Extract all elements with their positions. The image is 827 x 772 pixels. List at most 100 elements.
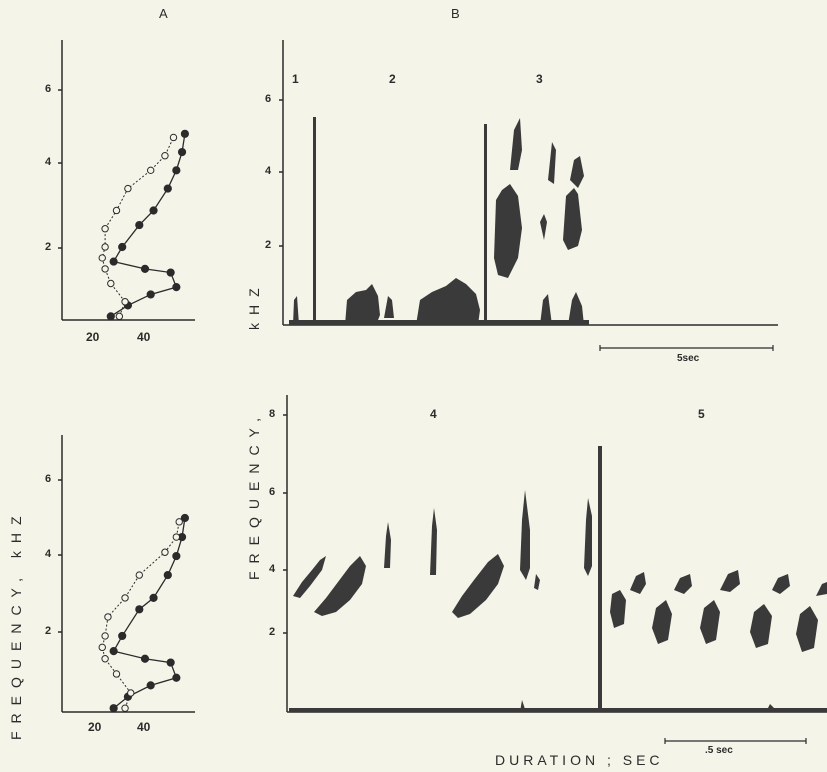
call-blob [570,156,584,188]
y-axis-label-frequency: FREQUENCY, [246,410,262,580]
data-point-open [115,312,124,321]
x-axis-label: DURATION ; SEC [495,752,664,768]
a-bottom-y-tick: 4 [45,548,52,560]
call-blob [540,294,552,325]
panel-b-label: B [451,6,460,21]
call-blob [293,556,326,598]
baseline-smear [289,708,827,712]
data-point-filled [109,257,118,266]
spectrogram-top-axes [279,40,778,326]
panel-a-top [58,40,195,321]
call-blob [416,278,480,325]
spec-bottom-y-tick: 6 [269,486,276,498]
data-point-filled [172,283,181,292]
data-point-open [112,670,121,678]
baseline-smear [289,320,589,325]
call-blob [750,604,772,648]
data-point-open [101,655,109,663]
call-blob [652,600,672,644]
data-point-open [135,571,144,579]
call-blob [384,296,394,318]
call-blob [510,118,522,170]
spec-bottom-y-tick: 8 [269,408,276,420]
call-blob [345,284,380,325]
call-blob [430,508,437,575]
series-line-open [101,521,180,709]
data-point-filled [149,593,158,603]
call-blob [674,574,692,594]
data-point-filled [163,570,172,580]
data-point-filled [109,704,118,713]
data-point-filled [172,551,181,561]
scale-bar-bottom [664,738,807,744]
data-point-filled [118,631,127,641]
panel-a-top-series [98,129,189,321]
call-blob [630,572,646,594]
data-point-open [101,243,109,251]
data-point-filled [172,166,181,175]
call-blob [796,606,818,652]
call-blob [700,600,720,644]
data-point-open [172,533,181,541]
data-point-open [124,184,132,193]
y-axis-label-left: FREQUENCY, kHZ [8,508,24,740]
scale-bar-top [599,345,774,351]
segment-number-5: 5 [698,407,705,421]
data-point-open [101,632,109,640]
call-blob [816,582,827,596]
call-blob [384,522,391,568]
data-point-filled [180,129,189,138]
a-bottom-y-tick: 2 [45,625,52,637]
call-blob [766,704,778,712]
a-bottom-x-tick: 40 [137,720,151,734]
data-point-open [121,704,129,712]
call-blob [293,296,299,325]
data-point-open [104,613,112,621]
data-point-filled [149,206,158,215]
data-point-open [121,298,129,306]
a-top-y-tick: 6 [45,83,52,95]
a-bottom-x-tick: 20 [88,720,102,734]
panel-a-bottom [58,435,195,713]
call-blob [568,292,584,325]
data-point-filled [166,268,175,277]
data-point-filled [118,242,127,252]
data-point-filled [135,220,144,230]
data-point-open [98,643,106,652]
call-blob [520,490,530,580]
data-point-filled [140,264,150,273]
data-point-filled [135,605,144,614]
spec-top-y-tick: 2 [265,239,272,251]
data-point-open [161,548,169,556]
a-top-x-tick: 20 [86,330,100,344]
data-point-filled [146,681,155,690]
spec-bottom-y-tick: 4 [269,563,276,575]
data-point-open [101,225,109,233]
segment-number-1: 1 [292,72,299,86]
data-point-open [98,254,106,262]
call-blob [452,554,504,618]
data-point-filled [140,654,150,663]
data-point-open [101,265,109,273]
call-blob [772,574,790,594]
data-point-filled [163,184,172,193]
data-point-filled [172,673,181,682]
scale-bar-bottom-label: .5 sec [705,745,733,756]
call-blob [720,570,740,592]
spec-top-y-tick: 4 [265,165,272,177]
data-point-filled [146,290,155,299]
call-blob [548,142,556,184]
call-blob [540,214,547,240]
segment-number-4: 4 [430,407,437,421]
call-blob [584,498,592,576]
a-bottom-y-tick: 6 [45,473,52,485]
data-point-open [147,166,155,175]
a-top-y-tick: 4 [45,156,52,168]
data-point-open [175,518,183,526]
data-point-filled [106,312,115,321]
data-point-open [161,152,169,160]
segment-divider-2 [484,124,487,325]
segment-divider-1 [313,117,316,325]
data-point-open [121,594,129,602]
a-top-y-tick: 2 [45,241,52,253]
